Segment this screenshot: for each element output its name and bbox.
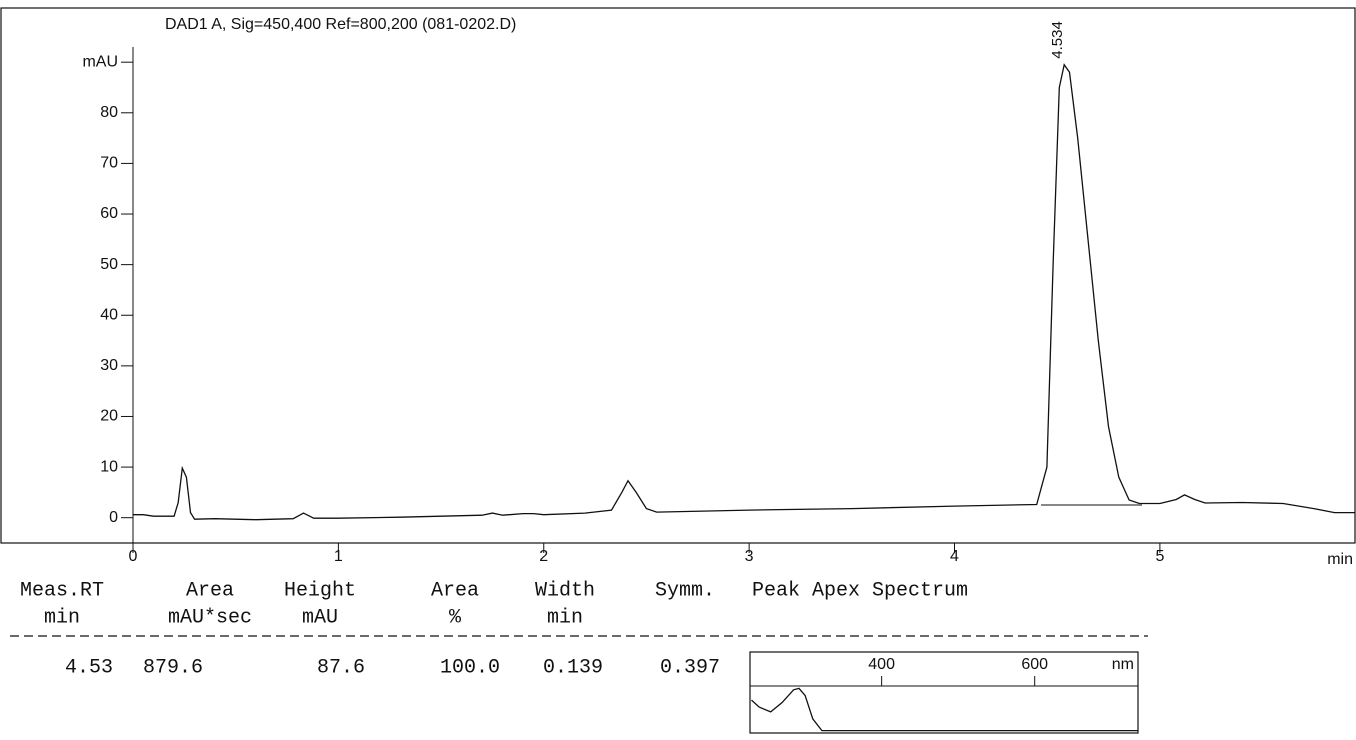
column-header: Peak Apex Spectrum bbox=[752, 579, 968, 602]
table-cell: 4.53 bbox=[65, 656, 113, 679]
column-unit: mAU*sec bbox=[168, 606, 252, 629]
column-header: Meas.RT bbox=[20, 579, 104, 602]
y-tick-label: 50 bbox=[100, 256, 118, 273]
table-cell: 0.397 bbox=[660, 656, 720, 679]
y-tick-label: 70 bbox=[100, 155, 118, 172]
x-tick-label: 3 bbox=[745, 548, 754, 565]
trace bbox=[751, 687, 1138, 732]
x-axis-label: nm bbox=[1112, 656, 1134, 673]
column-header: Symm. bbox=[655, 579, 715, 602]
table-cell: 879.6 bbox=[143, 656, 203, 679]
table-cell: 0.139 bbox=[543, 656, 603, 679]
column-unit: min bbox=[547, 606, 583, 629]
y-tick-label: 10 bbox=[100, 458, 118, 475]
y-tick-label: 40 bbox=[100, 306, 118, 323]
column-unit: mAU bbox=[302, 606, 338, 629]
y-tick-label: 20 bbox=[100, 408, 118, 425]
x-tick-label: 4 bbox=[950, 548, 959, 565]
peak-label: 4.534 bbox=[1049, 21, 1066, 59]
column-header: Width bbox=[535, 579, 595, 602]
y-tick-label: 30 bbox=[100, 357, 118, 374]
table-cell: 100.0 bbox=[440, 656, 500, 679]
chart-title: DAD1 A, Sig=450,400 Ref=800,200 (081-020… bbox=[165, 16, 516, 33]
column-header: Area bbox=[431, 579, 479, 602]
table-cell: 87.6 bbox=[317, 656, 365, 679]
chart-frame bbox=[0, 7, 1356, 544]
column-unit: min bbox=[44, 606, 80, 629]
x-tick-label: 600 bbox=[1021, 656, 1048, 673]
column-unit: % bbox=[449, 606, 462, 629]
x-tick-label: 0 bbox=[129, 548, 138, 565]
column-header: Area bbox=[186, 579, 234, 602]
y-tick-label: 60 bbox=[100, 205, 118, 222]
x-tick-label: 400 bbox=[868, 656, 895, 673]
x-tick-label: 2 bbox=[539, 548, 548, 565]
column-header: Height bbox=[284, 579, 356, 602]
x-tick-label: 1 bbox=[334, 548, 343, 565]
spectrum-frame bbox=[749, 651, 1139, 734]
y-tick-label: 80 bbox=[100, 104, 118, 121]
trace bbox=[133, 63, 1355, 521]
x-axis-label: min bbox=[1327, 551, 1353, 568]
y-tick-label: 0 bbox=[109, 509, 118, 526]
x-tick-label: 5 bbox=[1155, 548, 1164, 565]
y-tick-label: mAU bbox=[82, 53, 118, 70]
